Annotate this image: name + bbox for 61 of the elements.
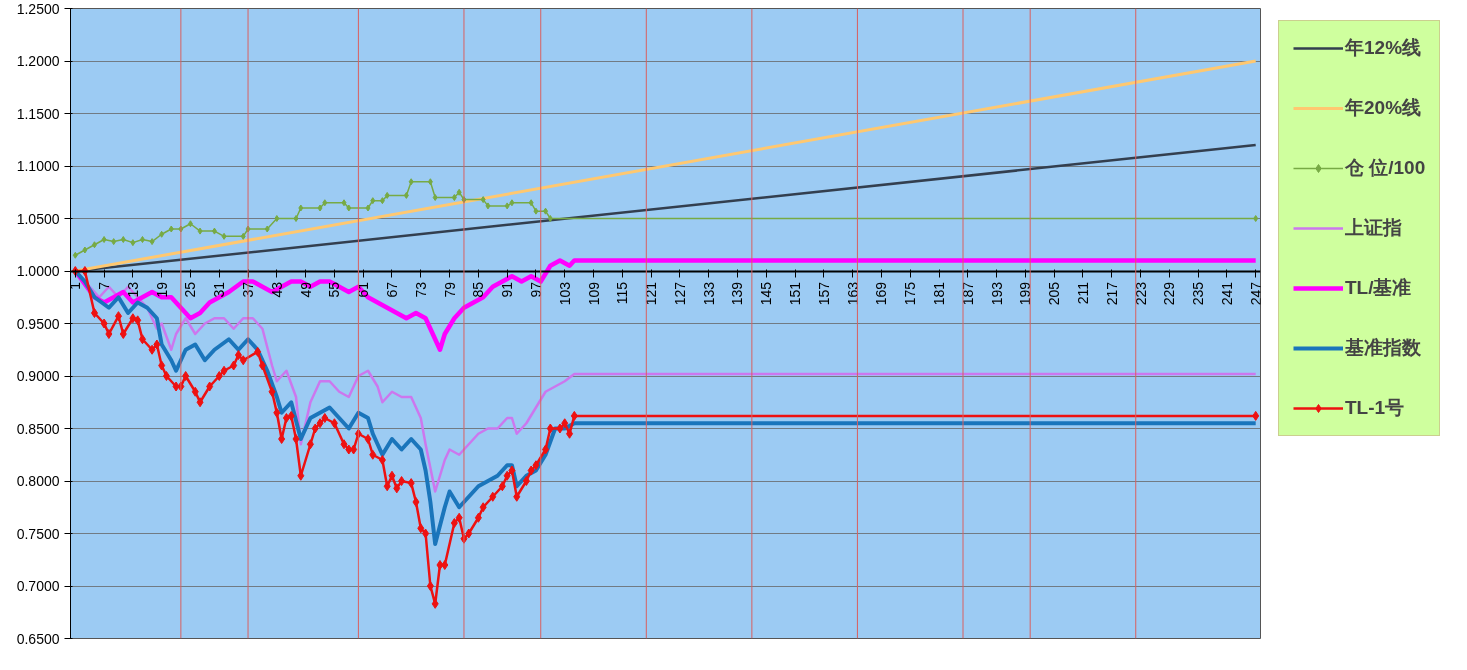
x-tick-label: 205 [1046, 281, 1063, 306]
x-tick-label: 217 [1103, 281, 1120, 306]
x-tick-label: 43 [268, 281, 285, 298]
y-tick-label: 0.7000 [16, 578, 60, 594]
x-tick-label: 73 [412, 281, 429, 298]
y-tick-label: 1.0500 [16, 210, 60, 227]
x-tick-label: 193 [988, 281, 1005, 306]
legend-label: 年20%线 [1345, 96, 1422, 120]
y-tick-label: 1.2000 [16, 53, 60, 69]
x-tick-label: 241 [1218, 281, 1235, 306]
legend-label: 基准指数 [1345, 336, 1421, 360]
legend-label: 年12%线 [1345, 36, 1422, 60]
x-tick-label: 151 [787, 281, 804, 306]
y-tick-label: 0.9500 [16, 315, 60, 332]
y-tick-label: 1.2500 [16, 0, 60, 17]
x-tick-label: 175 [902, 281, 919, 306]
x-tick-label: 163 [844, 281, 861, 306]
x-tick-label: 79 [441, 281, 458, 298]
x-tick-label: 247 [1247, 281, 1264, 306]
x-tick-label: 235 [1190, 281, 1207, 306]
y-tick-label: 0.9000 [16, 368, 60, 384]
x-tick-label: 223 [1132, 281, 1149, 306]
legend-label: 上证指 [1345, 216, 1402, 240]
x-tick-label: 109 [585, 281, 602, 306]
y-tick-label: 0.8500 [16, 420, 60, 437]
x-tick-label: 85 [470, 281, 487, 298]
x-tick-label: 31 [211, 281, 228, 298]
x-tick-label: 229 [1161, 281, 1178, 306]
x-tick-label: 97 [527, 281, 544, 298]
x-tick-label: 91 [499, 281, 516, 298]
x-tick-label: 211 [1074, 281, 1091, 305]
x-tick-label: 25 [182, 281, 199, 298]
y-tick-label: 0.7500 [16, 525, 60, 542]
x-tick-label: 199 [1017, 281, 1034, 306]
x-tick-label: 7 [96, 281, 113, 290]
x-tick-label: 181 [931, 281, 948, 306]
x-tick-label: 103 [556, 281, 573, 306]
x-tick-label: 127 [671, 281, 688, 306]
x-tick-label: 145 [758, 281, 775, 306]
y-tick-label: 1.0000 [16, 263, 60, 279]
x-tick-label: 67 [383, 281, 400, 298]
legend-label: 仓 位/100 [1345, 156, 1426, 180]
x-tick-label: 55 [326, 281, 343, 298]
x-tick-label: 121 [643, 281, 660, 306]
x-tick-label: 139 [729, 281, 746, 306]
y-tick-label: 1.1000 [16, 158, 60, 174]
x-tick-label: 157 [815, 281, 832, 306]
x-tick-label: 61 [355, 281, 372, 298]
legend-label: TL-1号 [1345, 396, 1405, 420]
x-tick-label: 169 [873, 281, 890, 306]
x-tick-label: 49 [297, 281, 314, 298]
legend-label: TL/基准 [1345, 276, 1412, 300]
y-tick-label: 0.8000 [16, 473, 60, 489]
x-tick-label: 115 [614, 281, 631, 305]
x-tick-label: 187 [959, 281, 976, 306]
y-tick-label: 0.6500 [16, 630, 60, 647]
y-tick-label: 1.1500 [16, 105, 60, 122]
x-tick-label: 19 [153, 281, 170, 298]
x-tick-label: 13 [124, 281, 141, 298]
x-tick-label: 37 [240, 281, 257, 298]
x-tick-label: 133 [700, 281, 717, 306]
